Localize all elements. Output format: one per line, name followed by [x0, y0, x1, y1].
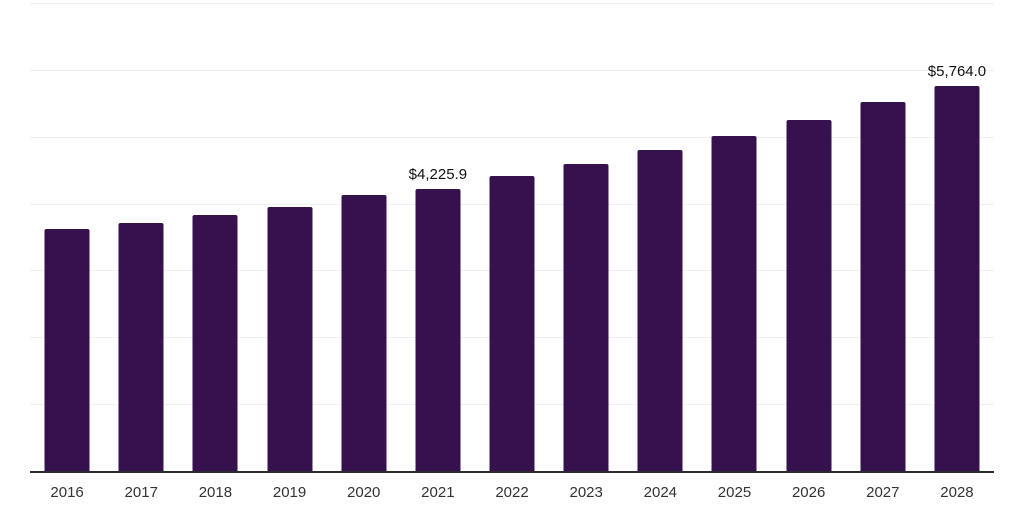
bar-value-label: $5,764.0: [927, 62, 987, 80]
bar: [192, 214, 238, 471]
bar-slot: [846, 3, 920, 471]
gridline: [30, 3, 994, 4]
x-tick-label: 2020: [347, 484, 381, 501]
bar: [711, 136, 757, 471]
bar: [860, 102, 906, 471]
bar-slot: $5,764.0: [920, 3, 994, 471]
bar-slot: [549, 3, 623, 471]
x-tick-label: 2016: [50, 484, 84, 501]
bar-slot: [104, 3, 178, 471]
bar-slot: [623, 3, 697, 471]
bar: [786, 120, 832, 471]
x-tick-label: 2019: [272, 484, 307, 501]
bar-slot: $4,225.9: [401, 3, 475, 471]
x-tick-label: 2021: [421, 484, 455, 501]
bar-slot: [772, 3, 846, 471]
bar: [489, 176, 535, 471]
bar-slot: [327, 3, 401, 471]
bar-slot: [252, 3, 326, 471]
x-tick-label: 2023: [569, 484, 603, 501]
bar: [637, 150, 683, 471]
bar: [563, 164, 609, 471]
x-tick-label: 2024: [643, 484, 678, 501]
x-tick-label: 2025: [717, 484, 752, 501]
x-tick-label: 2026: [791, 484, 826, 501]
x-tick-label: 2027: [866, 484, 900, 501]
bar: [44, 229, 90, 471]
bar: [267, 206, 313, 471]
bar-slot: [178, 3, 252, 471]
x-axis: 2016 2017 2018 2019 2020 2021 2022 2023 2024 2025…: [30, 482, 994, 503]
x-tick-label: 2022: [495, 484, 529, 501]
bar-slot: [475, 3, 549, 471]
x-tick-label: 2017: [124, 484, 158, 501]
bar: [118, 222, 164, 471]
bar-value-label: $4,225.9: [408, 165, 468, 183]
x-tick-label: 2018: [198, 484, 233, 501]
gridline: [30, 137, 994, 138]
bar: [415, 188, 461, 471]
plot-area: $4,225.9 $5,764.0: [30, 3, 994, 473]
bar-slots: $4,225.9 $5,764.0: [30, 3, 994, 471]
bar: [341, 195, 387, 471]
gridline: [30, 70, 994, 71]
x-tick-label: 2028: [940, 484, 974, 501]
bar-slot: [697, 3, 771, 471]
bar: [934, 85, 980, 471]
bar-slot: [30, 3, 104, 471]
